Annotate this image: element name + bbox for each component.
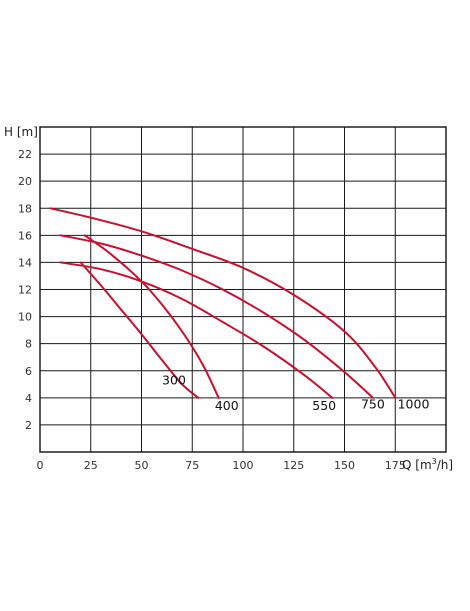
series-curves <box>49 207 397 399</box>
y-tick-label: 16 <box>18 229 32 242</box>
x-tick-label: 100 <box>233 459 254 472</box>
series-label-400: 400 <box>215 398 239 413</box>
y-axis-tick-labels: 2 4 6 8 10 12 14 16 18 20 22 <box>18 148 32 432</box>
grid <box>40 127 446 452</box>
x-axis-tick-labels: 0 25 50 75 100 125 150 175 <box>37 459 406 472</box>
y-tick-label: 2 <box>25 419 32 432</box>
y-tick-label: 18 <box>18 202 32 215</box>
series-labels: 300 400 550 750 1000 <box>162 372 429 413</box>
y-tick-label: 12 <box>18 284 32 297</box>
y-axis-title: H [m] <box>4 125 38 139</box>
x-tick-label: 175 <box>385 459 406 472</box>
series-line-750 <box>59 234 374 399</box>
x-tick-label: 125 <box>283 459 304 472</box>
series-line-300 <box>79 261 200 399</box>
x-tick-label: 150 <box>334 459 355 472</box>
series-label-1000: 1000 <box>398 397 430 412</box>
y-tick-label: 20 <box>18 175 32 188</box>
y-tick-label: 4 <box>25 392 32 405</box>
x-tick-label: 25 <box>84 459 98 472</box>
series-line-550 <box>59 261 334 399</box>
series-label-300: 300 <box>162 372 186 387</box>
series-label-550: 550 <box>312 398 336 413</box>
x-tick-label: 75 <box>185 459 199 472</box>
y-tick-label: 14 <box>18 256 32 269</box>
y-tick-label: 10 <box>18 311 32 324</box>
y-tick-label: 22 <box>18 148 32 161</box>
series-line-400 <box>83 234 220 399</box>
x-axis-title: Q [m3/h] <box>402 457 453 472</box>
series-label-750: 750 <box>361 397 385 412</box>
y-tick-label: 6 <box>25 365 32 378</box>
series-line-1000 <box>49 207 397 399</box>
x-tick-label: 0 <box>37 459 44 472</box>
y-tick-label: 8 <box>25 338 32 351</box>
x-tick-label: 50 <box>135 459 149 472</box>
plot-frame <box>39 126 447 453</box>
